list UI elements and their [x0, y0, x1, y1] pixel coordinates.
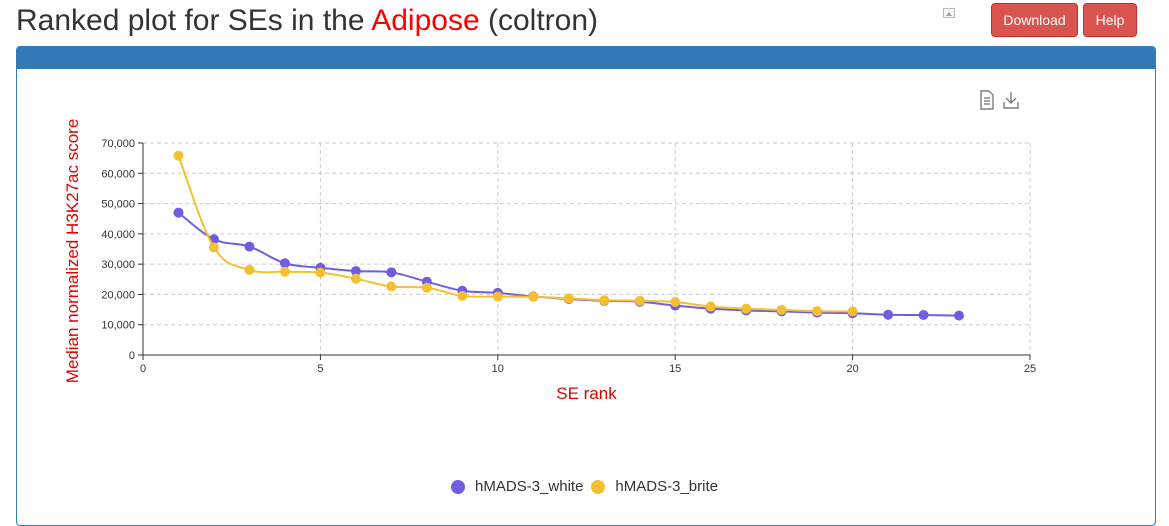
y-tick-label: 20,000 [101, 289, 135, 301]
data-point-hmads-3-white [386, 267, 397, 278]
data-point-hmads-3-brite [492, 291, 503, 302]
data-point-hmads-3-brite [244, 264, 255, 275]
data-point-hmads-3-white [883, 309, 894, 320]
data-view-icon[interactable] [980, 90, 994, 110]
x-axis-title: SE rank [556, 384, 617, 403]
y-tick-label: 50,000 [101, 199, 135, 211]
chart-legend: hMADS-3_white hMADS-3_brite [0, 478, 1169, 498]
data-point-hmads-3-brite [705, 301, 716, 312]
data-point-hmads-3-white [244, 241, 255, 252]
data-point-hmads-3-brite [421, 282, 432, 293]
data-point-hmads-3-white [279, 258, 290, 269]
y-tick-label: 40,000 [101, 229, 135, 241]
data-point-hmads-3-brite [457, 290, 468, 301]
title-suffix: (coltron) [479, 4, 598, 37]
data-point-hmads-3-brite [634, 295, 645, 306]
data-point-hmads-3-white [350, 266, 361, 277]
data-point-hmads-3-brite [386, 281, 397, 292]
y-tick-label: 0 [129, 350, 135, 362]
data-point-hmads-3-brite [208, 242, 219, 253]
data-point-hmads-3-brite [279, 266, 290, 277]
title-accent: Adipose [371, 4, 480, 37]
x-tick-label: 5 [317, 363, 323, 375]
x-tick-label: 20 [846, 363, 858, 375]
y-tick-label: 70,000 [101, 138, 135, 150]
legend-item[interactable]: hMADS-3_white [451, 478, 583, 495]
data-point-hmads-3-brite [812, 306, 823, 317]
legend-marker [591, 479, 606, 494]
x-tick-label: 0 [140, 363, 146, 375]
data-point-hmads-3-white [918, 310, 929, 321]
data-point-hmads-3-white [173, 207, 184, 218]
chart-toolbox [978, 90, 1026, 117]
title-prefix: Ranked plot for SEs in the [16, 4, 372, 37]
ranked-plot-chart: 0 10,000 20,000 30,000 40,000 50,000 60,000 70,… [63, 119, 1036, 403]
download-button[interactable]: Download [991, 3, 1078, 37]
x-tick-label: 15 [669, 363, 681, 375]
y-tick-label: 60,000 [101, 168, 135, 180]
help-button[interactable]: Help [1083, 3, 1137, 37]
data-point-hmads-3-brite [173, 150, 184, 161]
legend-item[interactable]: hMADS-3_brite [591, 478, 718, 495]
page-title: Ranked plot for SEs in the Adipose (colt… [16, 4, 598, 38]
x-tick-label: 10 [492, 363, 504, 375]
data-point-hmads-3-brite [528, 291, 539, 302]
data-point-hmads-3-brite [350, 273, 361, 284]
data-point-hmads-3-white [954, 310, 965, 321]
x-tick-label: 25 [1024, 363, 1036, 375]
save-image-icon[interactable] [1003, 92, 1019, 109]
data-point-hmads-3-brite [599, 295, 610, 306]
y-axis-title: Median normalized H3K27ac score [63, 119, 82, 384]
y-tick-label: 30,000 [101, 259, 135, 271]
data-point-hmads-3-brite [315, 267, 326, 278]
data-point-hmads-3-brite [776, 304, 787, 315]
panel-heading [17, 47, 1155, 69]
data-point-hmads-3-brite [741, 303, 752, 314]
data-point-hmads-3-brite [670, 297, 681, 307]
legend-marker [451, 479, 466, 494]
broken-image-icon [943, 8, 955, 18]
y-tick-label: 10,000 [101, 320, 135, 332]
legend-label: hMADS-3_white [475, 478, 584, 495]
legend-label: hMADS-3_brite [615, 478, 718, 495]
data-point-hmads-3-brite [563, 293, 574, 304]
data-point-hmads-3-brite [847, 306, 858, 317]
